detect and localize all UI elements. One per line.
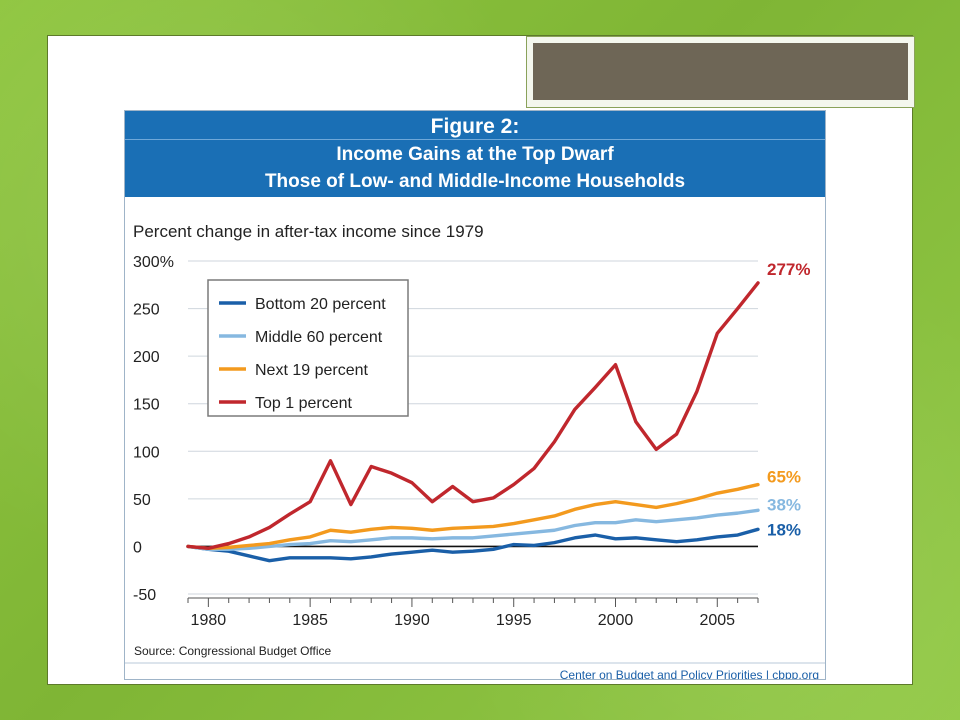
slide-title-box [533, 43, 908, 100]
y-tick-label: 150 [133, 397, 160, 414]
figure-title: Income Gains at the Top Dwarf Those of L… [125, 141, 825, 195]
x-tick-label: 1985 [292, 612, 328, 629]
credit-line: Center on Budget and Policy Priorities |… [560, 668, 819, 680]
series-end-label: 18% [767, 520, 801, 539]
series-end-label: 38% [767, 495, 801, 514]
x-tick-label: 1995 [496, 612, 532, 629]
x-tick-label: 1990 [394, 612, 430, 629]
y-tick-label: 0 [133, 539, 142, 556]
series-end-label: 277% [767, 260, 810, 279]
series-lines [186, 281, 760, 563]
series-end-label: 65% [767, 468, 801, 487]
x-tick-label: 2005 [699, 612, 735, 629]
figure-label: Figure 2: [430, 115, 520, 138]
series-line [186, 281, 760, 551]
slide-title-tab [526, 36, 915, 108]
x-tick-label: 2000 [598, 612, 634, 629]
y-tick-label: 200 [133, 349, 160, 366]
y-tick-label: 50 [133, 492, 151, 509]
legend-label: Bottom 20 percent [255, 296, 386, 313]
y-tick-label: 300% [133, 254, 174, 271]
series-line [186, 527, 760, 563]
figure-title-line2: Those of Low- and Middle-Income Househol… [264, 171, 686, 192]
source-note: Source: Congressional Budget Office [134, 644, 332, 658]
y-tick-label: -50 [133, 587, 156, 604]
legend-label: Top 1 percent [255, 395, 353, 412]
figure-panel: Figure 2: Income Gains at the Top Dwarf … [124, 110, 826, 680]
legend: Bottom 20 percent Middle 60 percent Next 1… [207, 279, 409, 417]
legend-label: Middle 60 percent [255, 329, 383, 346]
income-line-chart: Percent change in after-tax income since… [125, 222, 825, 680]
series-line [186, 508, 760, 551]
figure-header-rule [125, 139, 825, 140]
y-axis-tick-labels: 300% 250 200 150 100 50 0 -50 [133, 254, 174, 604]
series-end-labels: 18% 38% 65% 277% [767, 260, 810, 539]
series-line [186, 482, 760, 551]
y-tick-label: 100 [133, 444, 160, 461]
y-tick-label: 250 [133, 302, 160, 319]
figure-title-line1: Income Gains at the Top Dwarf [336, 144, 614, 165]
chart-subtitle: Percent change in after-tax income since… [133, 222, 484, 241]
figure-header: Figure 2: Income Gains at the Top Dwarf … [125, 111, 825, 197]
x-tick-label: 1980 [191, 612, 227, 629]
x-axis: 1980 1985 1990 1995 2000 2005 [187, 597, 759, 629]
legend-label: Next 19 percent [255, 362, 369, 379]
